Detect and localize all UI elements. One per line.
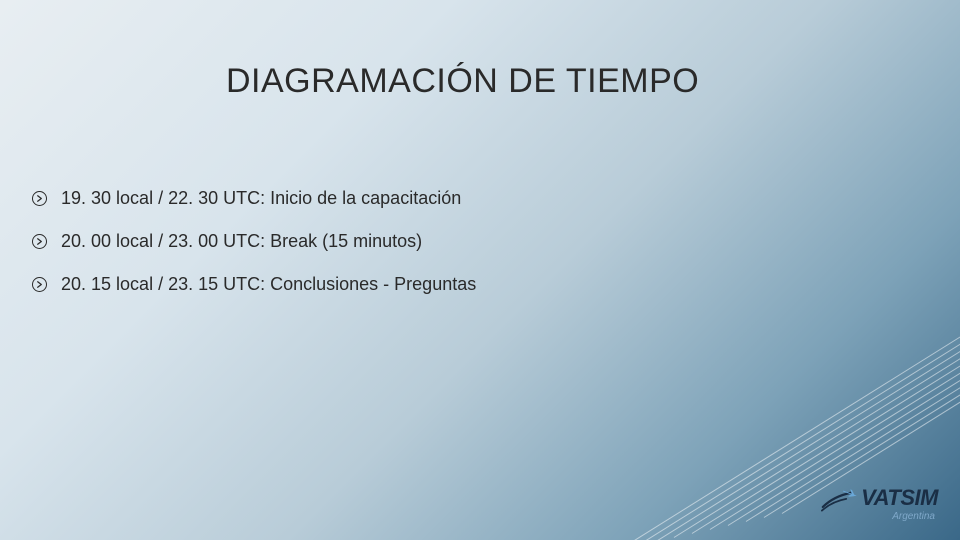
brand-name: VATSIM — [861, 485, 938, 511]
list-item: 20. 00 local / 23. 00 UTC: Break (15 min… — [32, 231, 476, 252]
list-item-text: 20. 15 local / 23. 15 UTC: Conclusiones … — [61, 274, 476, 295]
slide-title: DIAGRAMACIÓN DE TIEMPO — [226, 62, 699, 101]
circle-arrow-right-icon — [32, 191, 47, 206]
plane-swoosh-icon — [821, 483, 857, 513]
list-item-text: 20. 00 local / 23. 00 UTC: Break (15 min… — [61, 231, 422, 252]
brand-logo: VATSIM Argentina — [821, 483, 938, 522]
brand-subtitle: Argentina — [892, 511, 935, 522]
list-item: 20. 15 local / 23. 15 UTC: Conclusiones … — [32, 274, 476, 295]
circle-arrow-right-icon — [32, 277, 47, 292]
bullet-list: 19. 30 local / 22. 30 UTC: Inicio de la … — [32, 188, 476, 317]
list-item-text: 19. 30 local / 22. 30 UTC: Inicio de la … — [61, 188, 461, 209]
brand-logo-row: VATSIM — [821, 483, 938, 513]
list-item: 19. 30 local / 22. 30 UTC: Inicio de la … — [32, 188, 476, 209]
circle-arrow-right-icon — [32, 234, 47, 249]
